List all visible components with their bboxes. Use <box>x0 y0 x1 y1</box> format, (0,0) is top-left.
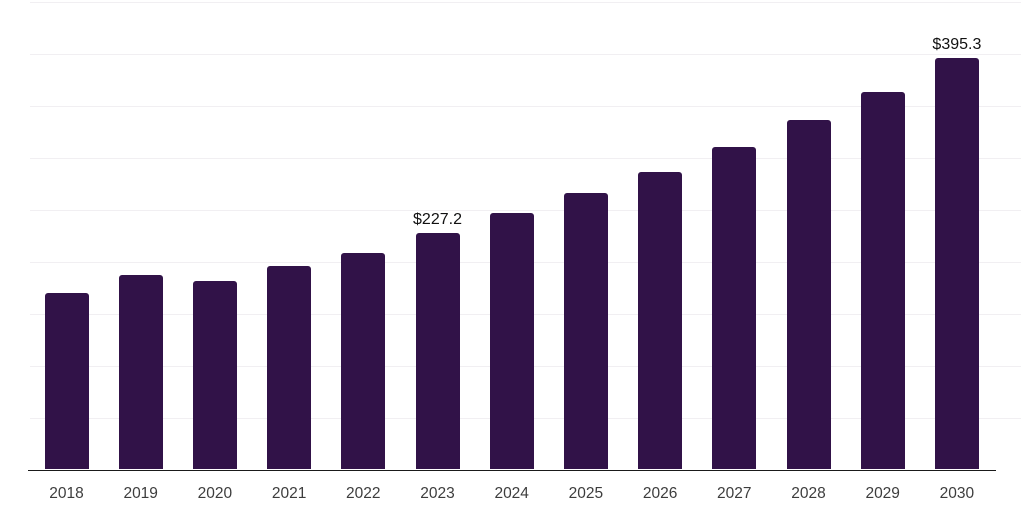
bar-2028[interactable] <box>786 120 831 470</box>
x-tick-label-2026: 2026 <box>642 485 678 502</box>
value-label-2030: $395.3 <box>932 36 982 54</box>
x-tick-label-2020: 2020 <box>197 485 233 502</box>
value-label-2023: $227.2 <box>413 211 462 229</box>
x-tick-label-2023: 2023 <box>420 485 455 502</box>
x-tick-label-2021: 2021 <box>271 485 307 502</box>
bar-2027[interactable] <box>712 146 757 470</box>
x-axis-line <box>28 469 996 471</box>
bar-2018[interactable] <box>44 293 89 470</box>
x-tick-label-2025: 2025 <box>568 485 604 502</box>
bar-2025[interactable] <box>563 192 608 470</box>
x-tick-label-2024: 2024 <box>494 485 529 502</box>
x-tick-label-2029: 2029 <box>865 485 900 502</box>
bar-2021[interactable] <box>267 266 312 470</box>
x-tick-label-2018: 2018 <box>49 485 84 502</box>
gridline <box>30 105 1021 107</box>
x-tick-label-2019: 2019 <box>123 485 158 502</box>
bar-2024[interactable] <box>489 212 534 470</box>
gridline <box>30 1 1021 3</box>
gridline <box>30 157 1021 159</box>
gridline <box>30 209 1021 211</box>
bar-2029[interactable] <box>860 91 905 470</box>
bar-2023[interactable] <box>415 233 460 470</box>
bar-2020[interactable] <box>192 280 237 470</box>
bar-2022[interactable] <box>341 253 386 470</box>
bar-2026[interactable] <box>638 171 683 470</box>
bar-2019[interactable] <box>118 275 163 470</box>
x-tick-label-2030: 2030 <box>939 485 975 502</box>
x-tick-label-2022: 2022 <box>346 485 381 502</box>
bar-2030[interactable] <box>934 58 979 470</box>
x-tick-label-2028: 2028 <box>791 485 826 502</box>
gridline <box>30 53 1021 55</box>
x-tick-label-2027: 2027 <box>717 485 752 502</box>
